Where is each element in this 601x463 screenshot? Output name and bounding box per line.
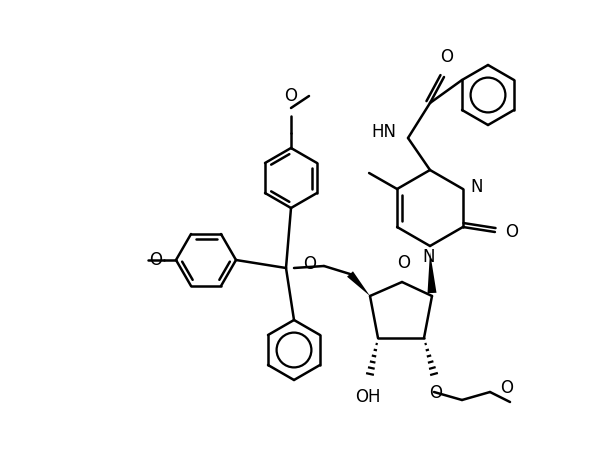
Text: O: O [303,255,316,273]
Text: O: O [149,251,162,269]
Text: O: O [441,48,454,66]
Text: O: O [397,254,410,272]
Text: O: O [284,87,297,105]
Text: OH: OH [355,388,381,406]
Text: HN: HN [371,123,396,141]
Polygon shape [347,271,370,296]
Text: O: O [430,384,442,402]
Text: N: N [423,248,435,266]
Text: N: N [470,178,483,196]
Text: O: O [500,379,513,397]
Text: O: O [505,223,518,241]
Polygon shape [427,252,436,293]
